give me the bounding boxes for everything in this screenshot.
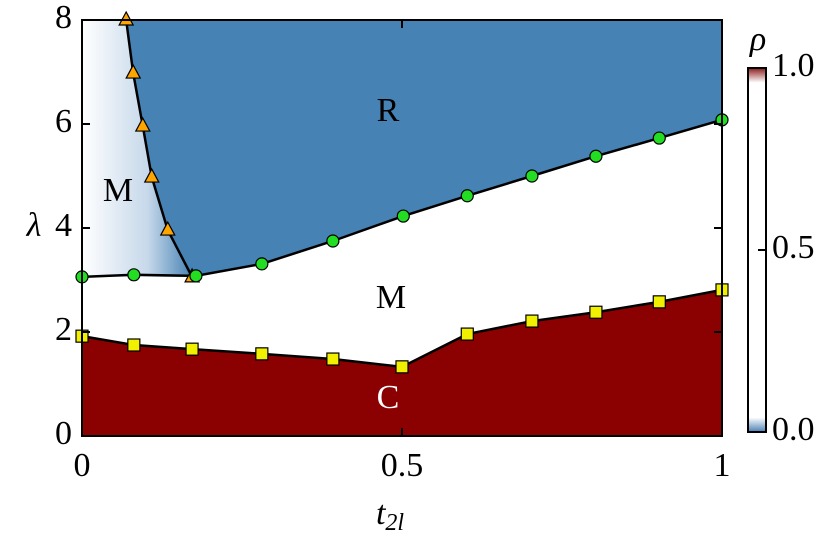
x-tick-label: 0.5 [381, 447, 424, 484]
marker-triangle [118, 10, 135, 26]
region-label: C [377, 379, 400, 416]
region-label: M [376, 279, 406, 316]
y-tick-label: 6 [55, 103, 72, 140]
y-axis-label: λ [26, 207, 42, 244]
x-label-sub: 2l [385, 510, 404, 536]
marker-square [326, 352, 340, 366]
marker-square [185, 342, 199, 356]
marker-square [395, 360, 409, 374]
x-tick-label: 0 [74, 447, 91, 484]
marker-triangle [159, 220, 176, 236]
marker-square [460, 327, 474, 341]
boundary-line [124, 19, 194, 278]
region-fade [82, 20, 193, 277]
marker-triangle [125, 63, 142, 79]
marker-triangle [134, 116, 151, 132]
y-tick-label: 8 [55, 0, 72, 36]
colorbar-tick-label: 0.5 [772, 229, 815, 266]
x-tick-label: 1 [714, 447, 731, 484]
marker-circle [589, 149, 603, 163]
marker-circle [652, 131, 666, 145]
marker-circle [127, 268, 141, 282]
y-tick-label: 4 [55, 207, 72, 244]
region-c [82, 289, 722, 436]
region-label: M [103, 172, 133, 209]
marker-triangle [143, 167, 160, 183]
region-label: R [377, 92, 400, 129]
region-r [126, 20, 722, 277]
y-tick-label: 0 [55, 415, 72, 452]
colorbar-tick-label: 0.0 [772, 411, 815, 448]
marker-square [127, 338, 141, 352]
marker-circle [189, 269, 203, 283]
colorbar-tick-label: 1.0 [772, 47, 815, 84]
marker-circle [255, 257, 269, 271]
y-tick-label: 2 [55, 311, 72, 348]
colorbar-label: ρ [749, 21, 766, 58]
marker-square [255, 347, 269, 361]
x-axis-label: t2l [376, 495, 404, 536]
marker-square [589, 305, 603, 319]
marker-circle [525, 169, 539, 183]
marker-circle [326, 234, 340, 248]
marker-circle [396, 209, 410, 223]
x-label-main: t [376, 495, 387, 532]
marker-square [652, 295, 666, 309]
marker-circle [460, 189, 474, 203]
marker-square [525, 314, 539, 328]
